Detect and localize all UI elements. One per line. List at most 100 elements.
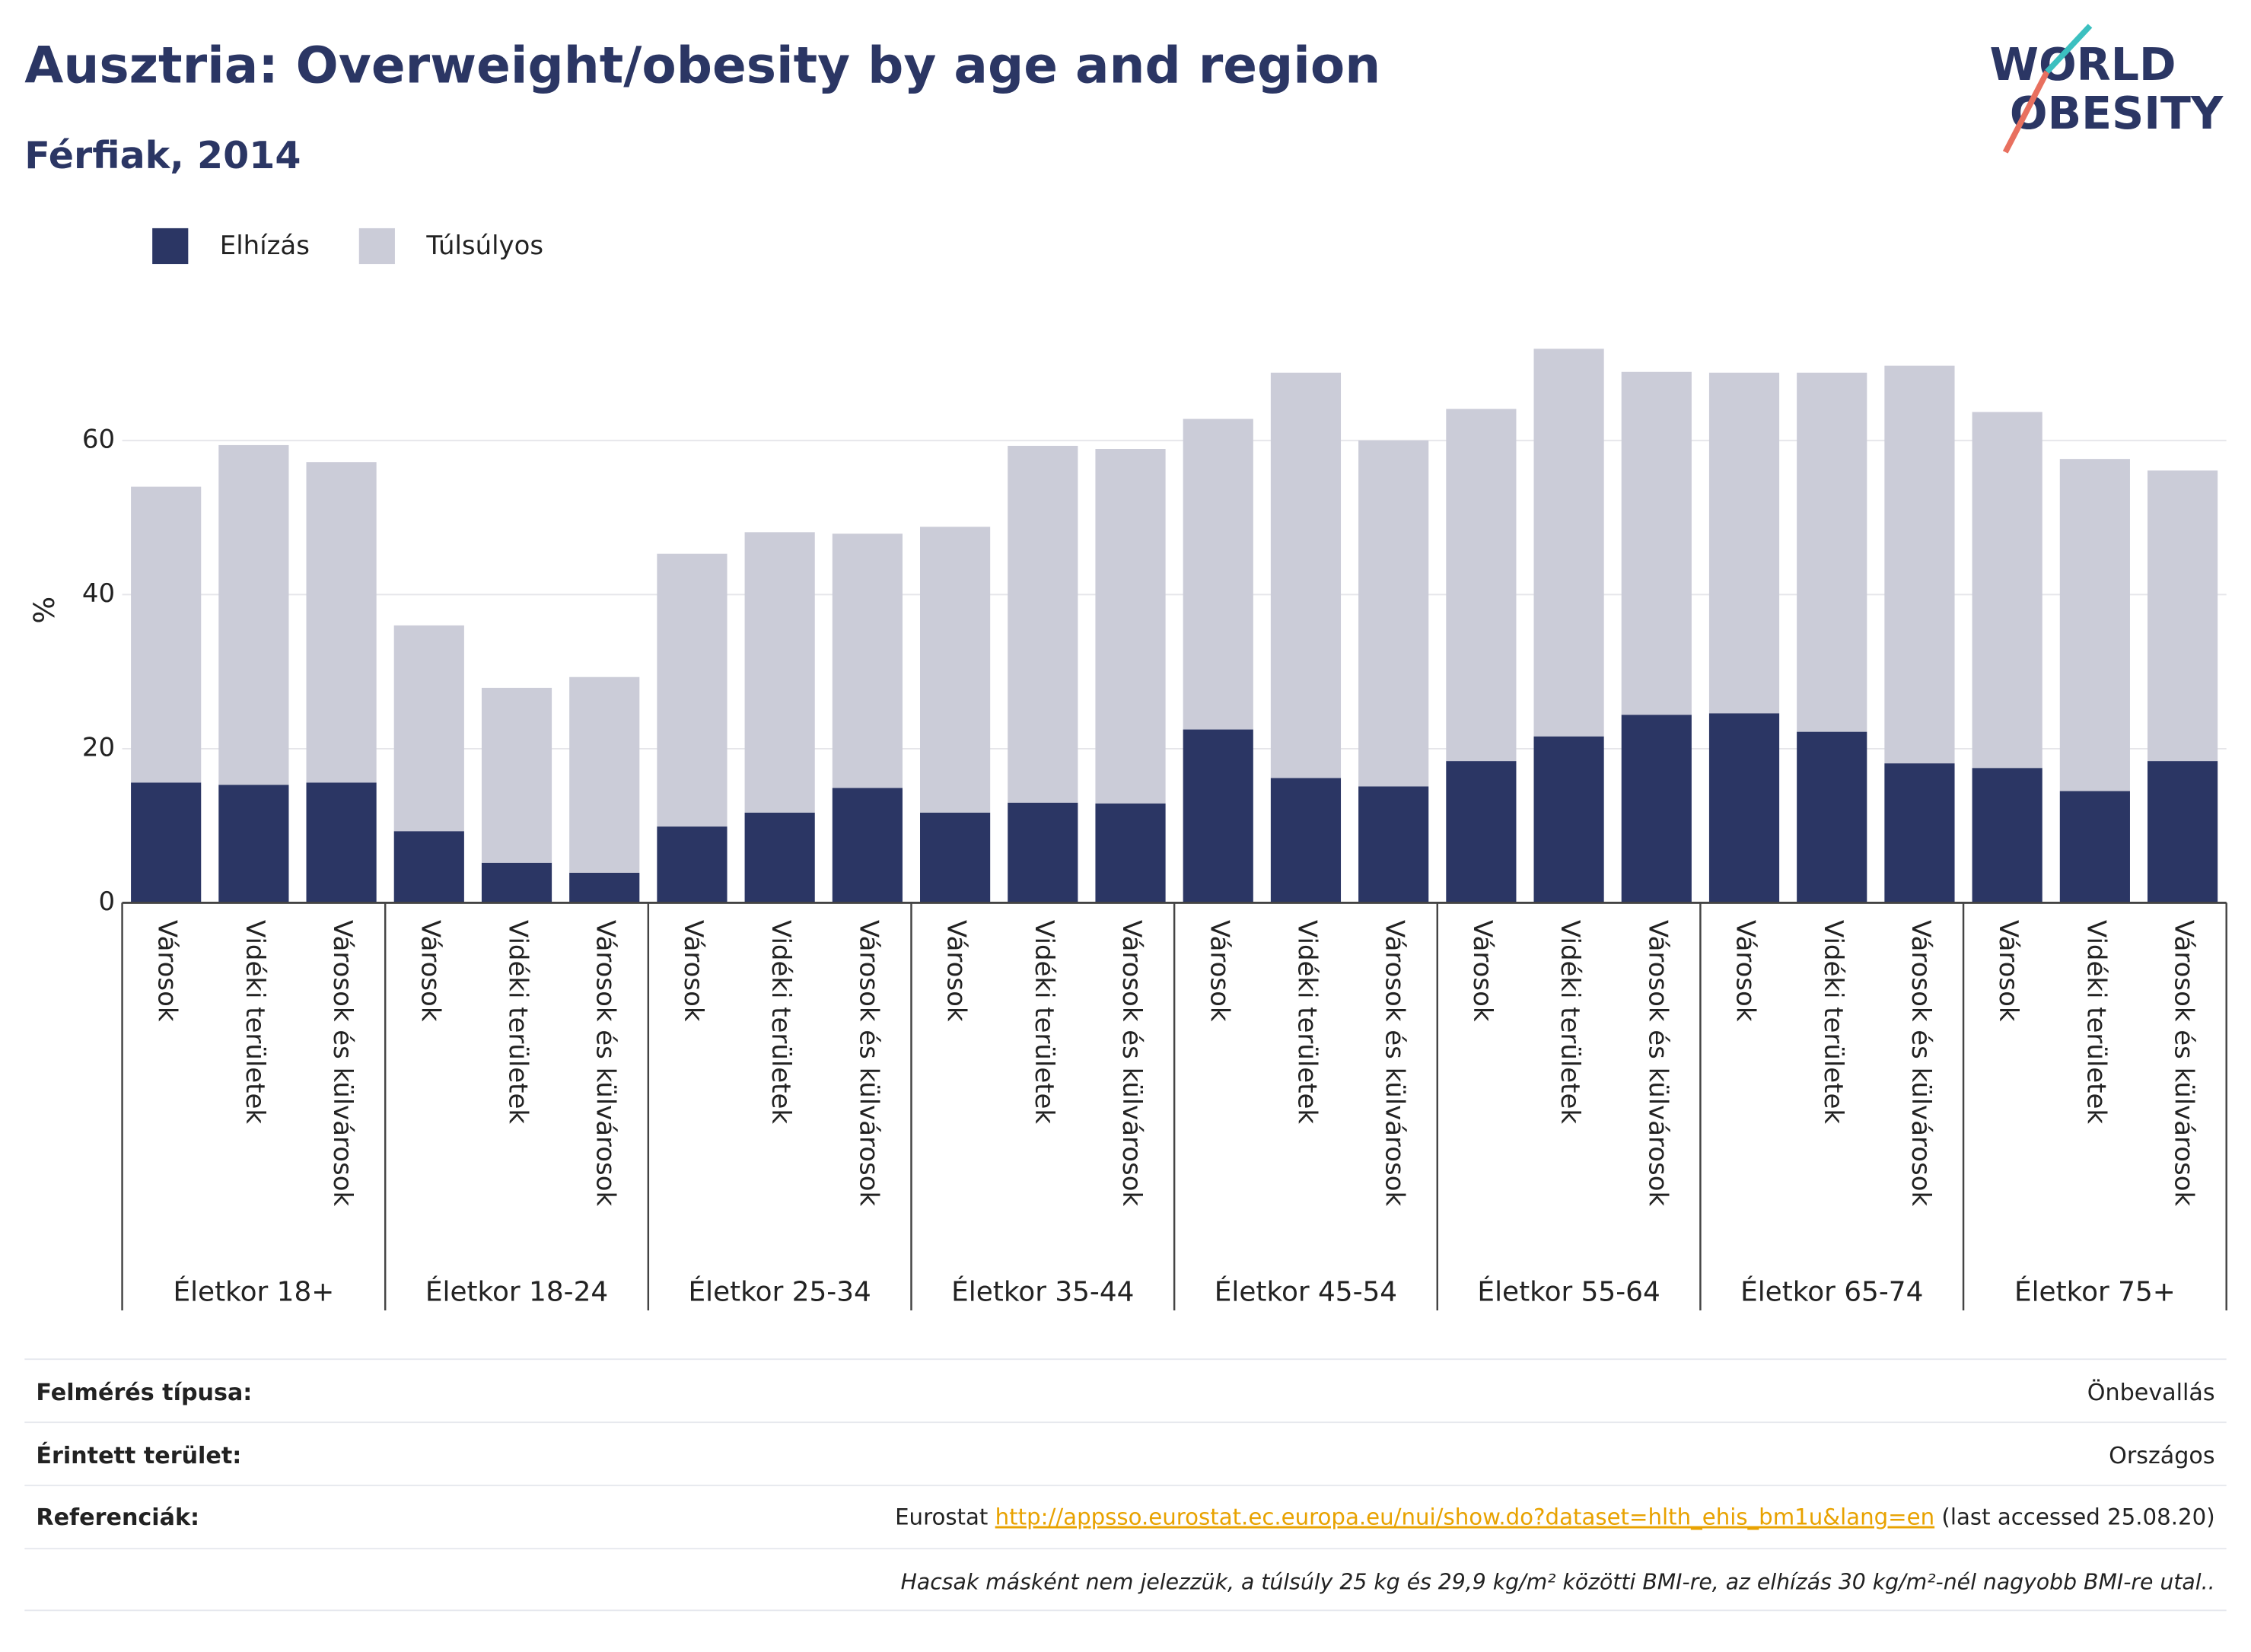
bar-segment: [2148, 470, 2218, 762]
bar-segment: [306, 462, 377, 783]
bar-segment: [1183, 419, 1253, 730]
chart-subtitle: Férfiak, 2014: [24, 133, 301, 177]
x-tick-label: Vidéki területek: [503, 920, 533, 1124]
bar-segment: [393, 831, 464, 903]
bar-segment: [1270, 778, 1342, 903]
bar-segment: [131, 782, 202, 903]
group-label: Életkor 18+: [173, 1275, 334, 1307]
x-tick-label: Városok és külvárosok: [327, 920, 358, 1206]
group-label: Életkor 75+: [2014, 1275, 2176, 1307]
reference-link[interactable]: http://appsso.eurostat.ec.europa.eu/nui/…: [995, 1504, 1934, 1530]
bar-segment: [481, 687, 552, 863]
group-label: Életkor 18-24: [425, 1275, 608, 1307]
bar-segment: [1884, 365, 1955, 764]
footer-label: Referenciák:: [36, 1504, 199, 1531]
bar-segment: [1708, 372, 1780, 714]
legend-label: Elhízás: [220, 231, 310, 261]
bar-segment: [1446, 409, 1517, 762]
footer: Felmérés típusa: Önbevallás Érintett ter…: [24, 1358, 2227, 1612]
reference: Eurostat http://appsso.eurostat.ec.europ…: [895, 1504, 2215, 1530]
bar-segment: [744, 532, 815, 813]
bar-segment: [1972, 768, 2042, 903]
bar-segment: [657, 826, 728, 903]
x-tick-label: Városok: [1204, 920, 1234, 1022]
group-label: Életkor 65-74: [1740, 1275, 1923, 1307]
x-tick-label: Városok és külvárosok: [2169, 920, 2199, 1206]
bar-segment: [306, 782, 377, 903]
y-tick-label: 0: [99, 886, 116, 917]
bar-segment: [1008, 802, 1078, 903]
y-tick-label: 20: [82, 732, 115, 762]
footer-label: Érintett terület:: [36, 1442, 241, 1469]
bar-segment: [1446, 761, 1517, 903]
y-axis-label: %: [27, 597, 61, 624]
bar-segment: [569, 872, 640, 903]
x-tick-label: Vidéki területek: [1291, 920, 1322, 1124]
legend-label: Túlsúlyos: [425, 231, 543, 261]
x-tick-label: Városok és külvárosok: [1380, 920, 1410, 1206]
x-tick-label: Vidéki területek: [1818, 920, 1848, 1124]
x-tick-label: Városok és külvárosok: [1116, 920, 1147, 1206]
bar-segment: [131, 486, 202, 783]
bar-segment: [1797, 731, 1867, 903]
x-tick-label: Vidéki területek: [1029, 920, 1059, 1124]
chart-title: Ausztria: Overweight/obesity by age and …: [24, 37, 1380, 95]
bar-segment: [1358, 786, 1429, 903]
y-tick-label: 40: [82, 578, 115, 609]
x-tick-label: Városok és külvárosok: [1642, 920, 1673, 1206]
x-tick-label: Városok: [678, 920, 708, 1022]
group-label: Életkor 25-34: [689, 1275, 871, 1307]
bar-segment: [1358, 440, 1429, 787]
x-tick-label: Vidéki területek: [1555, 920, 1585, 1124]
footnote: Hacsak másként nem jelezzük, a túlsúly 2…: [901, 1569, 2215, 1594]
logo-slash: [2002, 70, 2050, 154]
logo-slash: [2045, 24, 2093, 74]
footer-label: Felmérés típusa:: [36, 1380, 252, 1406]
bar-segment: [2059, 791, 2130, 903]
bar-segment: [1095, 803, 1166, 903]
bar-segment: [1797, 372, 1867, 732]
footer-value: Országos: [2109, 1443, 2214, 1469]
bar-segment: [1621, 371, 1692, 715]
x-tick-label: Városok: [1993, 920, 2023, 1022]
x-tick-label: Vidéki területek: [766, 920, 796, 1124]
x-tick-label: Városok: [415, 920, 445, 1022]
bar-segment: [832, 533, 903, 788]
bar-segment: [218, 444, 289, 785]
bar-segment: [1533, 736, 1604, 903]
bar-segment: [218, 785, 289, 903]
reference-note: (last accessed 25.08.20): [1941, 1504, 2214, 1530]
bar-segment: [1270, 372, 1342, 778]
logo-text: OBESITY: [2010, 88, 2224, 139]
bar-segment: [744, 812, 815, 903]
bar-segment: [1972, 412, 2042, 769]
bar-segment: [1008, 445, 1078, 803]
bar-segment: [1095, 448, 1166, 804]
y-tick-label: 60: [82, 424, 115, 454]
reference-source: Eurostat: [895, 1504, 988, 1530]
bar-segment: [657, 553, 728, 827]
group-label: Életkor 35-44: [951, 1275, 1134, 1307]
bar-segment: [920, 527, 991, 813]
logo-text: WORLD: [1989, 39, 2176, 91]
bar-segment: [920, 812, 991, 903]
bar-segment: [1183, 729, 1253, 903]
x-tick-label: Városok és külvárosok: [591, 920, 621, 1206]
bar-segment: [1708, 713, 1780, 903]
x-tick-label: Városok: [941, 920, 972, 1022]
bar-segment: [1621, 715, 1692, 903]
bar-segment: [393, 625, 464, 832]
group-label: Életkor 45-54: [1215, 1275, 1397, 1307]
bar-segment: [2059, 459, 2130, 791]
x-tick-label: Városok és külvárosok: [1906, 920, 1936, 1206]
footer-value: Önbevallás: [2087, 1378, 2215, 1406]
x-tick-label: Városok és külvárosok: [853, 920, 884, 1206]
bar-segment: [2148, 761, 2218, 903]
bar-segment: [1884, 763, 1955, 903]
bar-segment: [569, 676, 640, 873]
legend-swatch: [358, 228, 395, 265]
legend-swatch: [152, 228, 189, 265]
x-tick-label: Városok: [1730, 920, 1761, 1022]
x-tick-label: Vidéki területek: [2081, 920, 2111, 1124]
